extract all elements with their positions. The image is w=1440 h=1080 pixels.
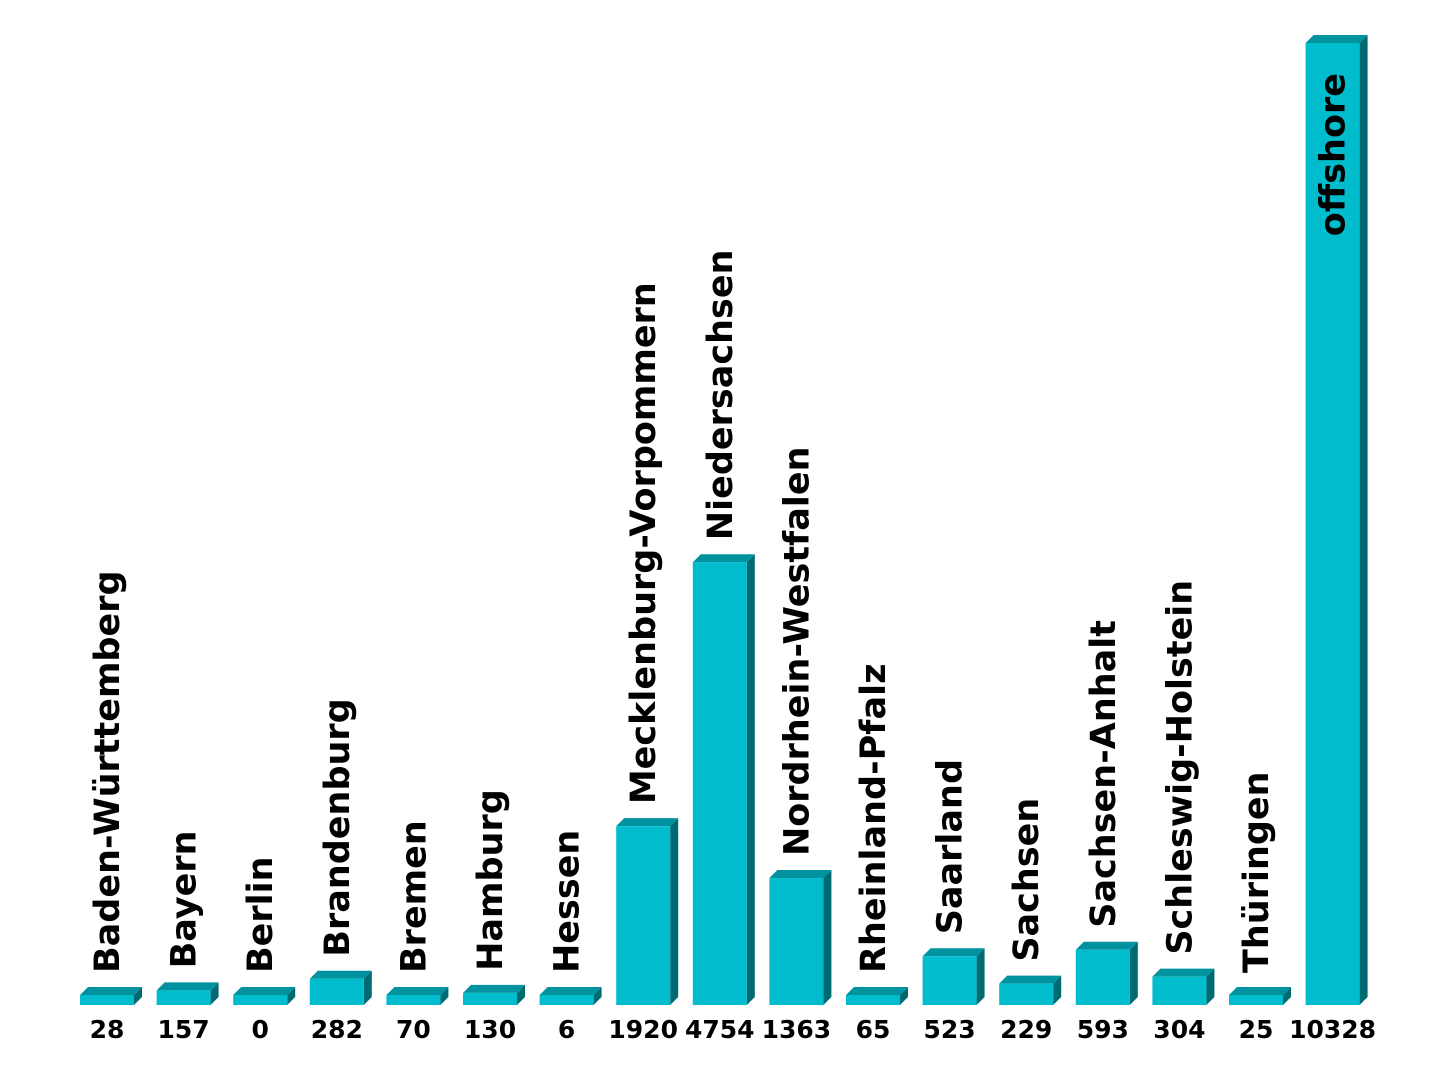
bar-14	[1152, 976, 1207, 1005]
category-labels-group: Baden-Württemberg Bayern Berlin Brandenburg…	[88, 73, 1354, 973]
value-label-4: 70	[396, 1015, 431, 1044]
bar-7	[616, 826, 671, 1005]
bar-top-3	[309, 970, 372, 979]
bar-side-3	[363, 970, 372, 1005]
bar-side-7	[670, 818, 679, 1005]
bar-side-6	[593, 987, 602, 1005]
bar-3	[309, 978, 364, 1005]
bar-top-0	[80, 987, 142, 995]
bar-2	[233, 995, 288, 1005]
value-label-12: 229	[1000, 1015, 1052, 1044]
category-label-2: Berlin	[241, 856, 281, 973]
category-label-6: Hessen	[548, 830, 588, 973]
bar-side-9	[823, 870, 832, 1005]
value-label-14: 304	[1153, 1015, 1205, 1044]
value-label-1: 157	[158, 1015, 210, 1044]
category-label-11: Saarland	[931, 759, 971, 934]
bar-12	[999, 983, 1054, 1005]
bar-side-14	[1206, 968, 1215, 1005]
value-label-8: 4754	[685, 1015, 755, 1044]
value-label-10: 65	[856, 1015, 891, 1044]
category-label-9: Nordrhein-Westfalen	[777, 446, 817, 856]
category-label-4: Bremen	[394, 820, 434, 973]
category-label-0: Baden-Württemberg	[88, 570, 128, 973]
bar-side-0	[134, 987, 142, 1005]
category-label-14: Schleswig-Holstein	[1160, 580, 1200, 955]
value-label-2: 0	[251, 1015, 268, 1044]
bar-side-8	[746, 554, 755, 1005]
bar-top-8	[692, 554, 755, 563]
bar-16	[1305, 43, 1360, 1005]
bar-side-16	[1359, 35, 1368, 1005]
value-label-9: 1363	[762, 1015, 832, 1044]
bar-side-12	[1053, 975, 1062, 1005]
category-label-13: Sachsen-Anhalt	[1084, 620, 1124, 928]
bar-side-4	[440, 987, 449, 1005]
value-label-0: 28	[90, 1015, 125, 1044]
value-label-11: 523	[924, 1015, 976, 1044]
bar-13	[1075, 949, 1130, 1005]
category-label-8: Niedersachsen	[701, 250, 741, 541]
bar-top-7	[616, 818, 679, 827]
bar-top-10	[846, 987, 908, 995]
value-labels-group: 28 157 0 282 70 130 6 1920 4754 1363 65 523 229 593 30…	[90, 1015, 1376, 1044]
bar-top-6	[539, 987, 602, 995]
bar-top-5	[463, 984, 525, 993]
category-label-7: Mecklenburg-Vorpommern	[624, 282, 664, 804]
bar-top-9	[769, 870, 832, 879]
bar-top-15	[1229, 987, 1291, 995]
bar-6	[539, 995, 594, 1005]
bar-10	[846, 995, 900, 1005]
category-label-12: Sachsen	[1007, 798, 1047, 962]
bars-group	[80, 35, 1368, 1005]
category-label-10: Rheinland-Pfalz	[854, 664, 894, 974]
bar-side-5	[517, 984, 525, 1005]
bar-9	[769, 878, 824, 1005]
value-label-16: 10328	[1289, 1015, 1376, 1044]
bar-5	[463, 992, 517, 1005]
category-label-16: offshore	[1314, 73, 1354, 236]
bar-top-13	[1075, 941, 1138, 950]
bar-side-1	[210, 982, 219, 1005]
bar-1	[156, 990, 211, 1005]
category-label-5: Hamburg	[471, 789, 511, 971]
bar-15	[1229, 995, 1283, 1005]
bar-top-16	[1305, 35, 1368, 43]
value-label-5: 130	[464, 1015, 516, 1044]
bar-0	[80, 995, 134, 1005]
bar-8	[692, 562, 747, 1005]
bar-top-12	[999, 975, 1062, 984]
value-label-7: 1920	[608, 1015, 678, 1044]
bar-top-2	[233, 987, 296, 995]
bar-top-4	[386, 987, 449, 995]
bar-side-10	[900, 987, 908, 1005]
category-label-15: Thüringen	[1237, 771, 1277, 973]
bar-side-2	[287, 987, 296, 1005]
bar-11	[922, 956, 977, 1005]
bar-top-11	[922, 948, 985, 957]
bar-side-11	[976, 948, 985, 1005]
value-label-6: 6	[558, 1015, 575, 1044]
bar-top-1	[156, 982, 219, 991]
bar-side-15	[1283, 987, 1291, 1005]
bar-4	[386, 995, 441, 1005]
bar-side-13	[1129, 941, 1138, 1005]
category-label-3: Brandenburg	[318, 698, 358, 956]
value-label-3: 282	[311, 1015, 363, 1044]
value-label-13: 593	[1077, 1015, 1129, 1044]
bar-top-14	[1152, 968, 1215, 977]
category-label-1: Bayern	[165, 830, 205, 968]
value-label-15: 25	[1239, 1015, 1274, 1044]
